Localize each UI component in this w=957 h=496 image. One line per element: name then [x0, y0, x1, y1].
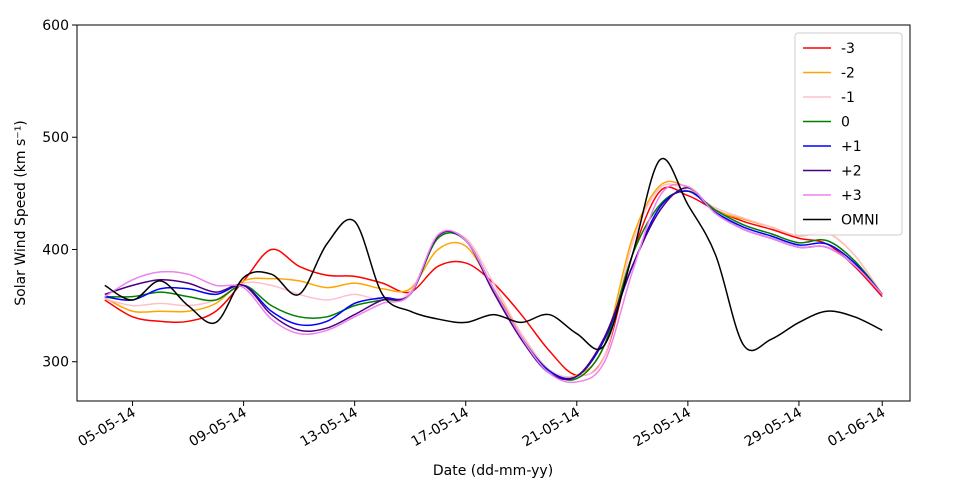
legend-label: 0: [841, 115, 850, 131]
x-tick-label: 25-05-14: [631, 405, 694, 451]
series-line: [104, 183, 883, 378]
x-tick-label: 29-05-14: [742, 405, 805, 451]
y-tick-label: 400: [42, 242, 69, 258]
x-tick-label: 05-05-14: [76, 405, 139, 451]
y-tick-label: 300: [42, 355, 69, 371]
y-tick-label: 500: [42, 130, 69, 146]
legend-label: -1: [841, 90, 855, 106]
x-axis-label: Date (dd-mm-yy): [433, 463, 553, 479]
legend-label: +1: [841, 139, 862, 155]
x-tick-label: 09-05-14: [187, 405, 250, 451]
x-tick-label: 21-05-14: [520, 405, 583, 451]
legend-label: +3: [841, 188, 862, 204]
legend-box: [794, 32, 903, 236]
series-line: [104, 190, 883, 380]
legend-label: -3: [841, 41, 855, 57]
series-line: [104, 186, 883, 377]
y-tick-label: 600: [42, 18, 69, 34]
plot-frame: [76, 24, 911, 402]
x-tick-label: 01-06-14: [825, 405, 888, 451]
x-tick-label: 13-05-14: [298, 405, 361, 451]
series-line: [104, 180, 883, 378]
legend-label: +2: [841, 164, 862, 180]
x-tick-label: 17-05-14: [409, 405, 472, 451]
legend-label: -2: [841, 66, 855, 82]
series-line: [104, 157, 883, 352]
legend-label: OMNI: [841, 213, 879, 229]
y-axis-label: Solar Wind Speed (km s⁻¹): [13, 120, 29, 306]
